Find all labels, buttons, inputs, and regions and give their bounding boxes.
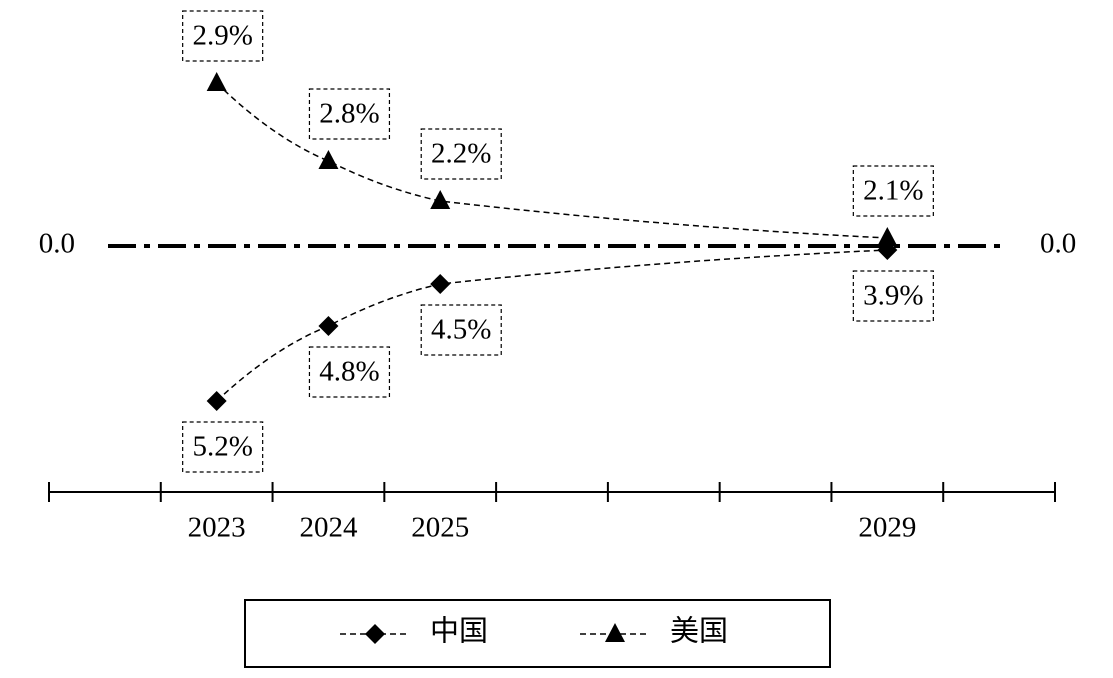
- legend-marker: [605, 623, 625, 642]
- label-box: [308, 88, 391, 140]
- marker: [318, 316, 339, 336]
- data-label: 2.1%: [863, 175, 923, 207]
- marker: [430, 190, 451, 209]
- y2-tick-label: 0.0: [1040, 228, 1076, 260]
- x-label: 2029: [858, 512, 916, 544]
- marker: [877, 227, 898, 246]
- marker: [430, 274, 451, 294]
- x-label: 2024: [299, 512, 358, 544]
- label-box: [420, 304, 502, 356]
- legend-box: [244, 599, 831, 668]
- data-label: 3.9%: [863, 280, 923, 312]
- data-label: 5.2%: [192, 431, 252, 463]
- x-label: 2025: [411, 512, 469, 544]
- y-tick-label: 0.0: [39, 228, 75, 260]
- data-label: 4.8%: [319, 356, 379, 388]
- label-box: [852, 270, 934, 322]
- label-box: [308, 346, 391, 398]
- legend-marker: [365, 624, 385, 644]
- data-label: 4.5%: [431, 314, 491, 346]
- legend-label: 中国: [430, 615, 488, 648]
- marker: [206, 391, 227, 411]
- x-label: 2023: [188, 512, 246, 544]
- series-line: [216, 249, 888, 402]
- legend-label: 美国: [670, 615, 728, 648]
- data-label: 2.2%: [431, 138, 491, 170]
- label-box: [182, 10, 264, 62]
- marker: [318, 150, 339, 169]
- marker: [206, 72, 227, 91]
- label-box: [420, 128, 502, 180]
- data-label: 2.9%: [192, 20, 252, 52]
- label-box: [182, 421, 264, 473]
- label-box: [852, 165, 934, 217]
- data-label: 2.8%: [319, 98, 379, 130]
